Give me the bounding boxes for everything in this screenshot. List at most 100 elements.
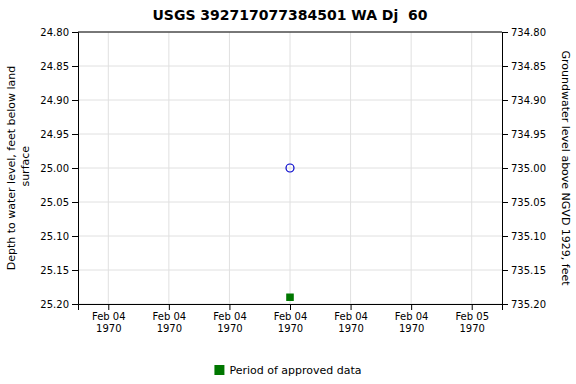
- data-points: [286, 164, 294, 300]
- x-tick-label: Feb 041970: [213, 311, 247, 334]
- y2-tick-mark: [502, 32, 508, 33]
- x-tick: Feb 051970: [455, 304, 489, 334]
- x-tick-label: Feb 041970: [274, 311, 308, 334]
- grid-line-y: [78, 32, 502, 33]
- y2-tick-label: 735.05: [511, 197, 546, 208]
- x-tick-label-line: 1970: [338, 323, 363, 334]
- axis-line: [79, 305, 503, 311]
- y2-tick-mark: [502, 66, 508, 67]
- y2-tick-label: 735.15: [511, 265, 546, 276]
- y-tick-mark: [72, 32, 78, 33]
- y2-tick: 734.85: [502, 61, 546, 72]
- x-tick-label-line: Feb 05: [455, 311, 489, 322]
- x-tick-mark: [169, 304, 170, 310]
- y-tick-label: 24.95: [40, 129, 69, 140]
- y2-tick-mark: [502, 270, 508, 271]
- y-tick-mark: [72, 236, 78, 237]
- x-tick-label: Feb 041970: [153, 311, 187, 334]
- y-tick-label: 25.15: [40, 265, 69, 276]
- y-tick: 25.05: [40, 197, 78, 208]
- y2-tick: 735.15: [502, 265, 546, 276]
- y-tick-label: 25.10: [40, 231, 69, 242]
- y2-tick-mark: [502, 236, 508, 237]
- y2-tick: 735.10: [502, 231, 546, 242]
- y-tick-label: 24.90: [40, 95, 69, 106]
- y2-tick-mark: [502, 100, 508, 101]
- x-tick-mark: [229, 304, 230, 310]
- y2-tick-mark: [502, 134, 508, 135]
- y2-tick: 734.80: [502, 27, 546, 38]
- x-tick-label-line: Feb 04: [334, 311, 368, 322]
- y2-tick: 734.95: [502, 129, 546, 140]
- x-tick: Feb 041970: [274, 304, 308, 334]
- grid-line-x: [290, 32, 291, 304]
- x-tick: Feb 041970: [395, 304, 429, 334]
- grid-line-x: [108, 32, 109, 304]
- y-tick: 25.00: [40, 163, 78, 174]
- legend-item: Period of approved data: [214, 364, 361, 377]
- y-tick-mark: [72, 66, 78, 67]
- axis-line: [503, 33, 509, 305]
- y2-tick-label: 734.95: [511, 129, 546, 140]
- y-axis: 24.80 24.85 24.90 24.95 25.00 25.05 25.10 25.15…: [40, 27, 78, 310]
- legend-label: Period of approved data: [229, 364, 361, 377]
- grid-line-x: [168, 32, 169, 304]
- y-tick: 25.15: [40, 265, 78, 276]
- y-tick-label: 25.20: [40, 299, 69, 310]
- y-tick-mark: [72, 100, 78, 101]
- point: [286, 164, 294, 172]
- x-tick: Feb 041970: [334, 304, 368, 334]
- x-tick-mark: [411, 304, 412, 310]
- y2-tick-mark: [502, 202, 508, 203]
- y-tick-mark: [72, 270, 78, 271]
- x-tick-label-line: Feb 04: [395, 311, 429, 322]
- x-tick-label-line: Feb 04: [274, 311, 308, 322]
- grid-line-x: [229, 32, 230, 304]
- y2-tick: 735.00: [502, 163, 546, 174]
- y2-tick: 735.20: [502, 299, 546, 310]
- y2-tick-mark: [502, 304, 508, 305]
- y2-tick-mark: [502, 168, 508, 169]
- x-tick-mark: [351, 304, 352, 310]
- title: USGS 392717077384501 WA Dj 60: [152, 7, 427, 23]
- series: [287, 294, 293, 300]
- legend: Period of approved data: [214, 364, 361, 377]
- x-tick: Feb 041970: [92, 304, 126, 334]
- y2-tick-label: 734.80: [511, 27, 546, 38]
- y-tick: 24.95: [40, 129, 78, 140]
- y2-tick-label: 734.85: [511, 61, 546, 72]
- frame-top: [78, 32, 502, 33]
- x-tick: Feb 041970: [153, 304, 187, 334]
- y2-tick-label: 735.00: [511, 163, 546, 174]
- y-axis-title: Depth to water level, feet below land su…: [5, 66, 31, 271]
- y-tick-mark: [72, 168, 78, 169]
- grid: [78, 32, 502, 304]
- x-tick-label: Feb 041970: [395, 311, 429, 334]
- y-axis-title-line: surface: [19, 146, 32, 190]
- x-tick-label-line: 1970: [217, 323, 242, 334]
- x-tick-label-line: 1970: [278, 323, 303, 334]
- x-tick-label: Feb 051970: [455, 311, 489, 334]
- y2-tick: 734.90: [502, 95, 546, 106]
- x-axis: Feb 041970Feb 041970Feb 041970Feb 041970…: [79, 304, 503, 334]
- y-tick-label: 24.80: [40, 27, 69, 38]
- y2-tick-label: 735.10: [511, 231, 546, 242]
- y-tick-mark: [72, 304, 78, 305]
- y-tick: 24.85: [40, 61, 78, 72]
- y-axis-title-line: Depth to water level, feet below land: [5, 66, 18, 271]
- y2-tick: 735.05: [502, 197, 546, 208]
- y-tick-label: 24.85: [40, 61, 69, 72]
- grid-line-x: [350, 32, 351, 304]
- y2-axis-title-line: Groundwater level above NGVD 1929, feet: [559, 50, 572, 286]
- y-tick: 24.90: [40, 95, 78, 106]
- y2-tick-label: 734.90: [511, 95, 546, 106]
- x-tick-label-line: Feb 04: [92, 311, 126, 322]
- x-tick-label-line: 1970: [399, 323, 424, 334]
- x-tick-label-line: Feb 04: [213, 311, 247, 322]
- x-tick-mark: [290, 304, 291, 310]
- legend-swatch: [214, 365, 224, 375]
- x-tick-label: Feb 041970: [334, 311, 368, 334]
- x-tick-label: Feb 041970: [92, 311, 126, 334]
- grid-line-x: [411, 32, 412, 304]
- y-tick: 24.80: [40, 27, 78, 38]
